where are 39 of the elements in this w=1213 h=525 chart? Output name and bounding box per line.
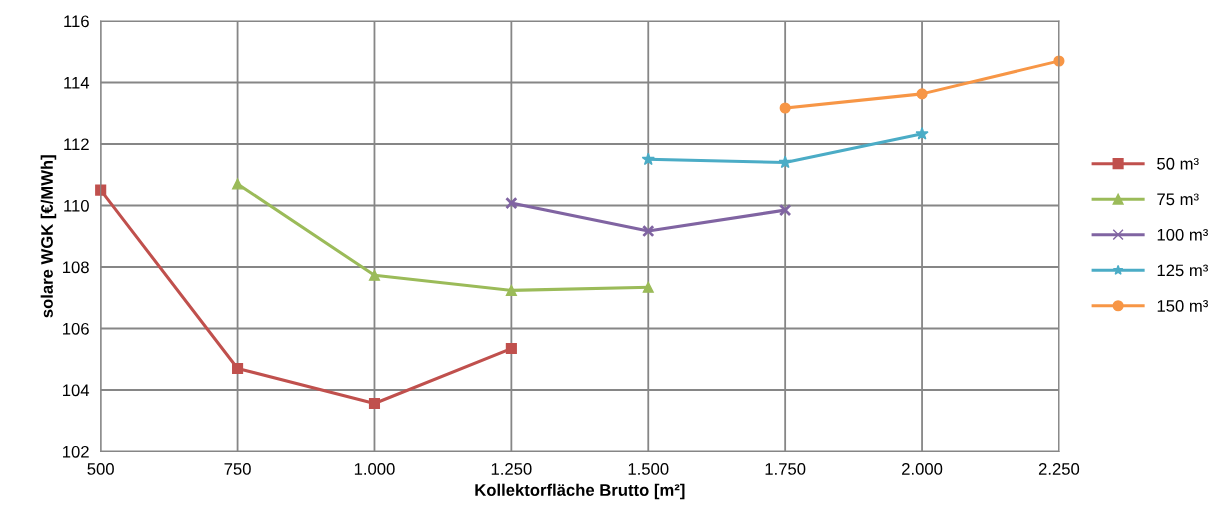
point xyxy=(232,362,244,375)
point xyxy=(779,102,791,114)
point xyxy=(915,126,929,140)
x-tick-label: 1.500 xyxy=(628,463,669,475)
legend-label: 75 m³ xyxy=(1157,193,1199,206)
point xyxy=(95,184,107,196)
y-axis-title: solare WGK [€/MWh] xyxy=(40,155,57,318)
y-tick-label: 108 xyxy=(63,261,89,274)
y-tick-label: 112 xyxy=(64,138,89,151)
point xyxy=(642,281,654,293)
x-tick-label: 1.750 xyxy=(765,463,806,475)
y-tick-label: 106 xyxy=(63,322,89,335)
y-tick-label: 104 xyxy=(63,384,90,397)
y-tick-label: 114 xyxy=(64,77,90,89)
point xyxy=(505,284,517,296)
y-tick-label: 116 xyxy=(64,15,89,28)
x-tick-label: 500 xyxy=(87,463,114,475)
point xyxy=(641,152,655,166)
point xyxy=(642,224,655,238)
point xyxy=(232,178,244,190)
legend-label: 150 m³ xyxy=(1157,299,1208,312)
x-tick-label: 1.000 xyxy=(354,463,395,475)
x-tick-label: 2.250 xyxy=(1038,463,1080,475)
legend-label: 125 m³ xyxy=(1157,264,1208,277)
point xyxy=(368,269,381,281)
y-tick-label: 110 xyxy=(64,199,89,212)
point xyxy=(778,155,792,169)
x-axis-title: Kollektorfläche Brutto [m²] xyxy=(475,483,685,500)
point xyxy=(505,196,518,210)
x-tick-label: 2.000 xyxy=(902,463,943,475)
x-tick-label: 1.250 xyxy=(491,463,532,475)
y-tick-label: 102 xyxy=(63,445,89,458)
point xyxy=(368,397,381,410)
x-tick-label: 750 xyxy=(224,463,251,475)
legend-label: 50 m³ xyxy=(1157,157,1199,170)
legend-label: 100 m³ xyxy=(1157,228,1208,241)
point xyxy=(916,88,928,100)
point xyxy=(505,342,517,355)
point xyxy=(778,203,792,217)
